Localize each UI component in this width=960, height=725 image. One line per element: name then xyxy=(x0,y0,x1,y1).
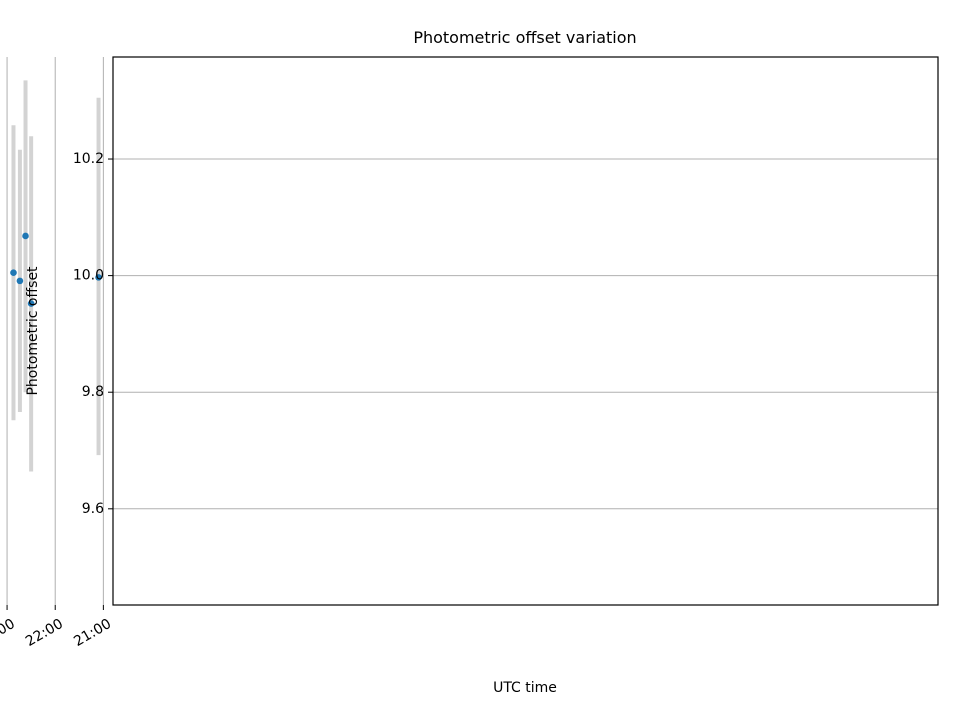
data-point xyxy=(10,269,17,277)
y-tick-label: 9.8 xyxy=(82,384,104,400)
data-points xyxy=(10,232,102,307)
y-axis: 9.6 9.8 10.0 10.2 xyxy=(73,151,113,517)
y-tick-label: 10.2 xyxy=(73,151,104,167)
x-axis-label: UTC time xyxy=(493,680,557,696)
chart-title: Photometric offset variation xyxy=(413,28,636,47)
data-point xyxy=(22,232,29,240)
data-point xyxy=(16,277,24,285)
grid xyxy=(6,57,938,605)
y-tick-label: 10.0 xyxy=(73,268,104,284)
data-point xyxy=(27,300,35,307)
plot-frame xyxy=(112,56,939,606)
y-axis-label: Photometric offset xyxy=(25,266,41,396)
y-tick-label: 9.6 xyxy=(82,501,104,517)
data-point xyxy=(95,274,102,281)
